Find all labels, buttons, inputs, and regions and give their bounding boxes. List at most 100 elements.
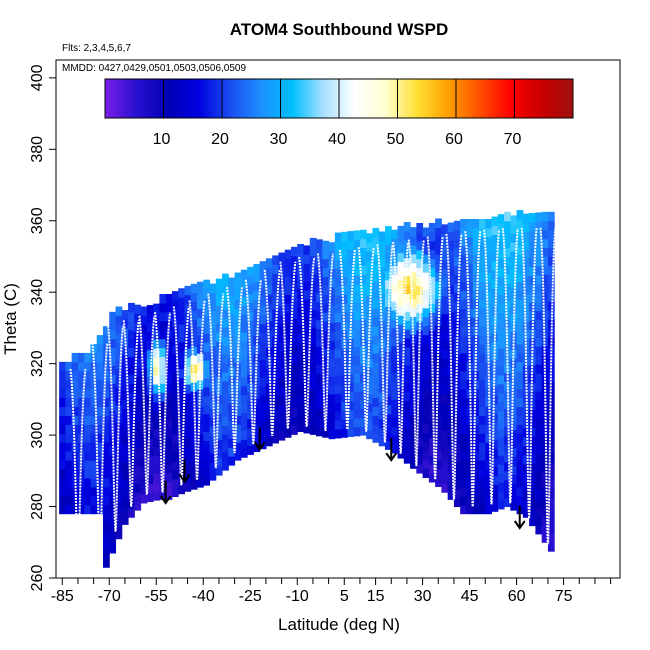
heat-cell [128, 365, 135, 375]
heat-cell [84, 388, 91, 399]
heat-cell [165, 392, 173, 402]
heat-cell [109, 419, 117, 429]
heat-cell [410, 271, 417, 282]
heat-cell [529, 472, 536, 482]
heat-cell [378, 258, 386, 268]
heat-cell [385, 386, 392, 397]
heat-cell [472, 415, 480, 425]
heat-cell [65, 415, 73, 425]
heat-cell [529, 507, 536, 518]
y-tick-label-320: 320 [29, 350, 46, 377]
heat-cell [460, 227, 467, 238]
heat-cell [309, 255, 317, 266]
heat-cell [504, 435, 511, 445]
heat-cell [416, 428, 424, 438]
heat-cell [159, 374, 167, 384]
heat-cell [203, 467, 211, 477]
heat-cell [428, 222, 436, 233]
heat-cell [485, 299, 493, 309]
heat-cell [284, 267, 292, 277]
heat-cell [90, 344, 98, 354]
arrow-marker-2 [253, 427, 266, 452]
heat-cell [535, 480, 543, 490]
heat-cell [359, 417, 367, 427]
heat-cell [359, 274, 367, 284]
heat-cell [309, 380, 317, 391]
heat-cell [146, 439, 154, 449]
heat-cell [435, 263, 442, 273]
heat-cell [397, 368, 405, 379]
heat-cell [372, 254, 380, 265]
heat-cell [84, 361, 91, 372]
heat-cell [422, 441, 430, 452]
heat-cell [479, 263, 486, 274]
heat-cell [535, 417, 543, 428]
heat-cell [416, 222, 424, 233]
heat-cell [485, 495, 493, 506]
heat-cell [303, 361, 311, 371]
heat-cell [240, 359, 248, 369]
heat-cell [109, 472, 117, 483]
heat-cell [497, 348, 505, 358]
heat-cell [535, 283, 543, 294]
heat-cell [96, 361, 104, 372]
heat-cell [140, 467, 148, 477]
heat-cell [516, 317, 524, 327]
heat-cell [522, 490, 530, 500]
heat-cell [253, 424, 261, 435]
heat-cell [535, 248, 543, 258]
heat-cell [466, 486, 474, 497]
heat-cell [234, 424, 242, 434]
heat-cell [171, 389, 179, 399]
heat-cell [178, 324, 185, 334]
heat-cell [203, 351, 211, 361]
heat-cell [309, 300, 317, 310]
heat-cell [479, 317, 486, 327]
heat-cell [435, 441, 442, 452]
heat-cell [460, 397, 467, 408]
heat-cell [240, 367, 248, 378]
heat-cell [316, 328, 323, 339]
heat-cell [497, 267, 505, 278]
heat-cell [278, 359, 286, 370]
heat-cell [278, 368, 286, 379]
heat-cell [140, 342, 148, 352]
heat-cell [510, 260, 518, 270]
heat-cell [222, 371, 229, 382]
heat-cell [190, 373, 198, 383]
heat-cell [134, 340, 142, 350]
heat-cell [359, 301, 367, 311]
heat-cell [128, 481, 135, 491]
heat-cell [171, 434, 179, 444]
heat-cell [84, 504, 91, 515]
heat-cell [215, 448, 223, 458]
heat-cell [466, 299, 474, 309]
heat-cell [479, 415, 486, 425]
heat-cell [391, 381, 399, 391]
heat-cell [491, 261, 499, 271]
heat-cell [265, 392, 273, 402]
heat-cell [479, 460, 486, 470]
heat-cell [516, 308, 524, 318]
heat-cell [516, 424, 524, 434]
heat-cell [453, 497, 461, 508]
heat-cell [353, 239, 361, 249]
heat-cell [103, 513, 110, 524]
heat-cell [291, 255, 298, 266]
heat-cell [435, 477, 442, 487]
heat-cell [422, 361, 430, 371]
heat-cell [353, 373, 361, 383]
heat-cell [334, 268, 342, 278]
heat-cell [460, 326, 467, 336]
heat-cell [121, 426, 129, 436]
heat-cell [460, 218, 467, 229]
heat-cell [497, 419, 505, 430]
heat-cell [472, 272, 480, 282]
heat-cell [197, 469, 204, 479]
heat-cell [447, 419, 455, 429]
heat-cell [165, 401, 173, 411]
heat-cell [178, 341, 185, 352]
heat-cell [472, 218, 480, 229]
heat-cell [322, 383, 330, 394]
heat-cell [197, 344, 204, 354]
